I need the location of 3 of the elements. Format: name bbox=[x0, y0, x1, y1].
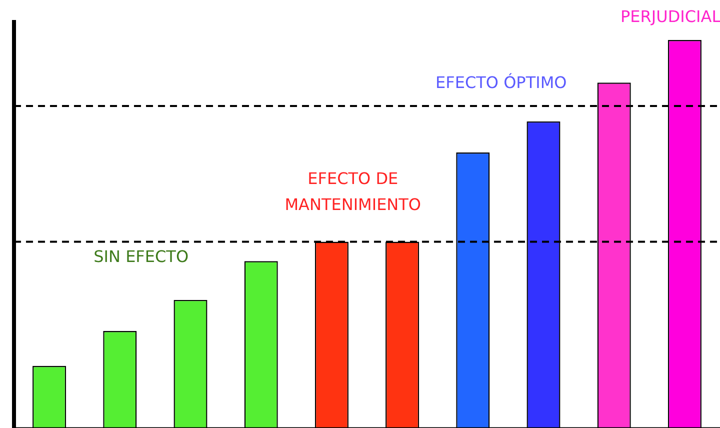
annotation: SIN EFECTO bbox=[94, 247, 189, 266]
annotation: EFECTO ÓPTIMO bbox=[436, 73, 567, 92]
annotation: EFECTO DE MANTENIMIENTO bbox=[284, 169, 422, 214]
